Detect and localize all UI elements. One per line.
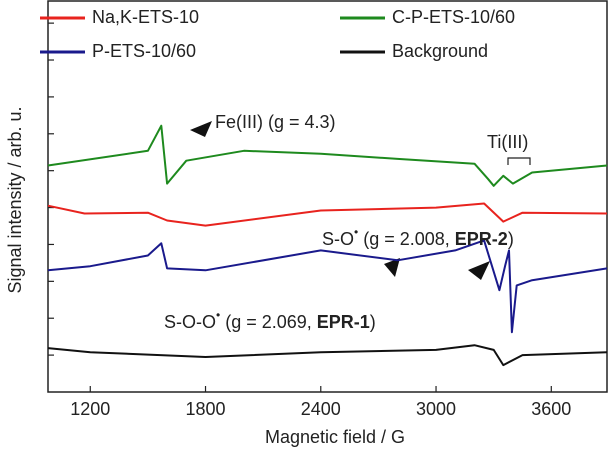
x-tick-label: 1800 [185,399,225,419]
annotation-part: • [354,225,358,239]
annotation-part: Fe(III) (g = 4.3) [215,112,336,132]
annotation-part: EPR-2 [455,229,508,249]
bracket [507,157,531,165]
annotation-part: EPR-1 [317,312,370,332]
annotation-part: ) [508,229,514,249]
x-axis-label: Magnetic field / G [265,427,405,447]
arrow [190,121,212,137]
spectrum-line [47,124,608,187]
annotation-part: S-O [322,229,354,249]
legend-label: P-ETS-10/60 [92,41,196,61]
y-axis-label: Signal intensity / arb. u. [5,106,25,293]
legend-label: Na,K-ETS-10 [92,7,199,27]
x-tick-label: 3000 [416,399,456,419]
annotation-part: Ti(III) [487,132,528,152]
annotation-part: (g = 2.069, [220,312,317,332]
annotation: S-O-O• (g = 2.069, EPR-1) [164,308,376,332]
plot-frame [47,0,608,393]
legend-label: C-P-ETS-10/60 [392,7,515,27]
annotation-part: (g = 2.008, [358,229,455,249]
x-tick-label: 1200 [70,399,110,419]
arrow [468,261,490,280]
annotation-part: • [216,308,220,322]
annotation: Fe(III) (g = 4.3) [215,112,336,132]
spectrum-line [47,239,608,334]
spectrum-line [47,344,608,367]
annotation: S-O• (g = 2.008, EPR-2) [322,225,514,249]
arrow [384,258,400,277]
x-tick-label: 3600 [531,399,571,419]
spectrum-line [47,202,608,227]
annotation-part: S-O-O [164,312,216,332]
annotation: Ti(III) [487,132,528,152]
annotation-part: ) [370,312,376,332]
legend-label: Background [392,41,488,61]
x-tick-label: 2400 [301,399,341,419]
